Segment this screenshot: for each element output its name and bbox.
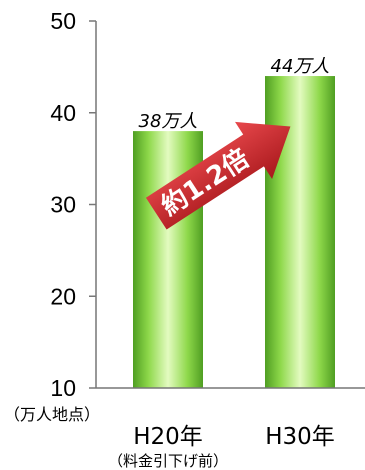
y-tick-label: 10 xyxy=(50,375,76,401)
y-tick-label: 40 xyxy=(50,100,76,126)
data-label: 44万人 xyxy=(271,56,330,77)
bar xyxy=(265,76,335,389)
x-tick-note: （料金引下げ前） xyxy=(108,452,228,470)
x-tick-label: H20年 xyxy=(133,424,203,450)
data-label: 38万人 xyxy=(139,111,198,132)
y-axis-label: （万人地点） xyxy=(4,405,100,424)
x-tick-label: H30年 xyxy=(265,424,335,450)
y-tick-label: 50 xyxy=(50,8,76,34)
y-tick-label: 30 xyxy=(50,192,76,218)
y-tick-label: 20 xyxy=(50,283,76,309)
